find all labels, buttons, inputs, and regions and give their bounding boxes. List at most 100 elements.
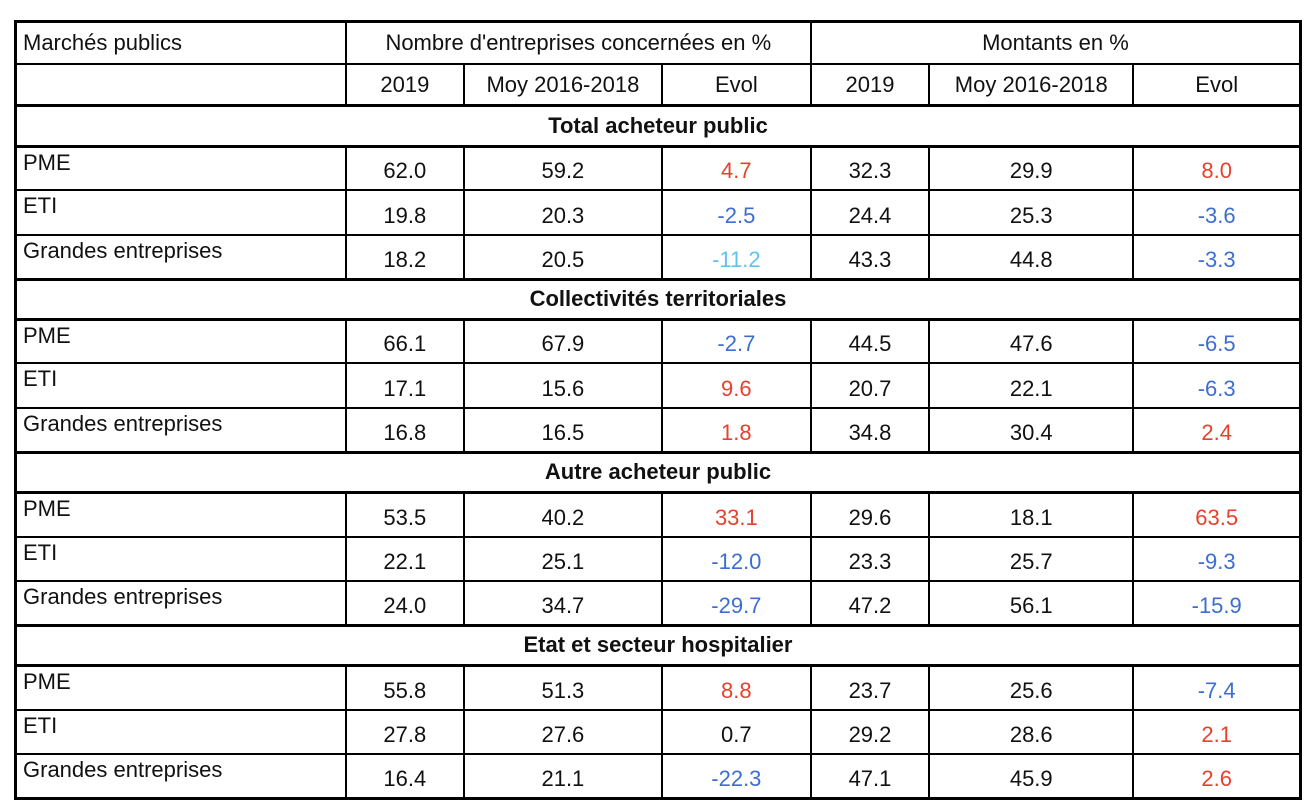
cell-moy-a: 15.6 <box>462 362 663 409</box>
cell-evol-b: -15.9 <box>1132 579 1302 627</box>
row-label: Grandes entreprises <box>14 406 347 454</box>
row-label: PME <box>14 491 347 538</box>
row-label: Grandes entreprises <box>14 579 347 627</box>
col-header-moy-b: Moy 2016-2018 <box>928 62 1135 107</box>
cell-evol-a: 33.1 <box>660 491 812 538</box>
cell-moy-a: 25.1 <box>462 535 663 582</box>
section-header-total-acheteur-public: Total acheteur public <box>14 104 1302 148</box>
cell-moy-b: 45.9 <box>928 752 1135 800</box>
col-header-moy-a: Moy 2016-2018 <box>462 62 663 107</box>
row-label: ETI <box>14 189 347 236</box>
col-header-evol-b: Evol <box>1132 62 1302 107</box>
cell-evol-a: 0.7 <box>660 708 812 755</box>
col-header-2019-a: 2019 <box>344 62 465 107</box>
cell-evol-a: -2.7 <box>660 318 812 365</box>
table-row: ETI 19.8 20.3 -2.5 24.4 25.3 -3.6 <box>14 189 1302 236</box>
cell-evol-a: -29.7 <box>660 579 812 627</box>
cell-moy-b: 18.1 <box>928 491 1135 538</box>
header-row-groups: Marchés publics Nombre d'entreprises con… <box>14 20 1302 65</box>
table-row: PME 66.1 67.9 -2.7 44.5 47.6 -6.5 <box>14 318 1302 365</box>
row-label: ETI <box>14 708 347 755</box>
cell-evol-b: -6.5 <box>1132 318 1302 365</box>
cell-2019-b: 20.7 <box>809 362 931 409</box>
section-title: Total acheteur public <box>14 104 1302 148</box>
cell-2019-b: 23.3 <box>809 535 931 582</box>
cell-moy-b: 25.3 <box>928 189 1135 236</box>
table-row: Grandes entreprises 16.4 21.1 -22.3 47.1… <box>14 752 1302 800</box>
cell-moy-a: 16.5 <box>462 406 663 454</box>
cell-2019-b: 29.6 <box>809 491 931 538</box>
group-header-montants: Montants en % <box>809 20 1302 65</box>
cell-evol-a: 4.7 <box>660 145 812 192</box>
cell-moy-b: 25.6 <box>928 664 1135 711</box>
cell-moy-a: 40.2 <box>462 491 663 538</box>
cell-evol-b: 8.0 <box>1132 145 1302 192</box>
cell-2019-a: 66.1 <box>344 318 465 365</box>
section-title: Autre acheteur public <box>14 450 1302 494</box>
cell-2019-b: 43.3 <box>809 233 931 281</box>
cell-2019-b: 34.8 <box>809 406 931 454</box>
row-label: ETI <box>14 362 347 409</box>
cell-2019-a: 18.2 <box>344 233 465 281</box>
cell-evol-a: -22.3 <box>660 752 812 800</box>
cell-evol-b: -3.6 <box>1132 189 1302 236</box>
cell-evol-a: -12.0 <box>660 535 812 582</box>
table-row: ETI 17.1 15.6 9.6 20.7 22.1 -6.3 <box>14 362 1302 409</box>
cell-2019-b: 44.5 <box>809 318 931 365</box>
cell-moy-b: 30.4 <box>928 406 1135 454</box>
group-header-entreprises: Nombre d'entreprises concernées en % <box>344 20 812 65</box>
cell-moy-b: 28.6 <box>928 708 1135 755</box>
cell-2019-b: 23.7 <box>809 664 931 711</box>
section-title: Collectivités territoriales <box>14 277 1302 321</box>
cell-moy-a: 59.2 <box>462 145 663 192</box>
cell-moy-a: 20.3 <box>462 189 663 236</box>
cell-evol-b: -9.3 <box>1132 535 1302 582</box>
cell-2019-b: 29.2 <box>809 708 931 755</box>
table-row: ETI 22.1 25.1 -12.0 23.3 25.7 -9.3 <box>14 535 1302 582</box>
row-label: Grandes entreprises <box>14 233 347 281</box>
cell-moy-a: 34.7 <box>462 579 663 627</box>
cell-2019-a: 53.5 <box>344 491 465 538</box>
cell-moy-a: 67.9 <box>462 318 663 365</box>
col-header-2019-b: 2019 <box>809 62 931 107</box>
cell-2019-b: 47.1 <box>809 752 931 800</box>
table-row: ETI 27.8 27.6 0.7 29.2 28.6 2.1 <box>14 708 1302 755</box>
cell-2019-a: 16.4 <box>344 752 465 800</box>
cell-evol-b: 2.1 <box>1132 708 1302 755</box>
cell-moy-a: 51.3 <box>462 664 663 711</box>
cell-2019-a: 27.8 <box>344 708 465 755</box>
cell-evol-b: -6.3 <box>1132 362 1302 409</box>
section-header-collectivites-territoriales: Collectivités territoriales <box>14 277 1302 321</box>
cell-evol-b: 2.6 <box>1132 752 1302 800</box>
cell-moy-b: 29.9 <box>928 145 1135 192</box>
cell-moy-a: 21.1 <box>462 752 663 800</box>
cell-2019-a: 17.1 <box>344 362 465 409</box>
empty-header-cell <box>14 62 347 107</box>
table-row: PME 55.8 51.3 8.8 23.7 25.6 -7.4 <box>14 664 1302 711</box>
table-row: PME 53.5 40.2 33.1 29.6 18.1 63.5 <box>14 491 1302 538</box>
cell-moy-a: 27.6 <box>462 708 663 755</box>
cell-evol-a: -11.2 <box>660 233 812 281</box>
table-row: PME 62.0 59.2 4.7 32.3 29.9 8.0 <box>14 145 1302 192</box>
row-label: PME <box>14 145 347 192</box>
cell-moy-b: 25.7 <box>928 535 1135 582</box>
cell-moy-a: 20.5 <box>462 233 663 281</box>
cell-evol-a: 1.8 <box>660 406 812 454</box>
section-header-autre-acheteur-public: Autre acheteur public <box>14 450 1302 494</box>
cell-moy-b: 47.6 <box>928 318 1135 365</box>
row-label: PME <box>14 318 347 365</box>
cell-2019-a: 22.1 <box>344 535 465 582</box>
cell-2019-a: 19.8 <box>344 189 465 236</box>
cell-moy-b: 56.1 <box>928 579 1135 627</box>
section-title: Etat et secteur hospitalier <box>14 623 1302 667</box>
cell-2019-b: 32.3 <box>809 145 931 192</box>
cell-evol-b: 2.4 <box>1132 406 1302 454</box>
col-header-evol-a: Evol <box>660 62 812 107</box>
header-row-columns: 2019 Moy 2016-2018 Evol 2019 Moy 2016-20… <box>14 62 1302 107</box>
cell-moy-b: 22.1 <box>928 362 1135 409</box>
marches-publics-table: Marchés publics Nombre d'entreprises con… <box>14 20 1302 800</box>
cell-2019-a: 55.8 <box>344 664 465 711</box>
table-row: Grandes entreprises 16.8 16.5 1.8 34.8 3… <box>14 406 1302 454</box>
cell-evol-a: -2.5 <box>660 189 812 236</box>
row-label: ETI <box>14 535 347 582</box>
